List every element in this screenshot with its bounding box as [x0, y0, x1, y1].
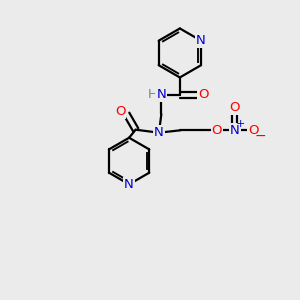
Text: −: − [254, 129, 266, 143]
Text: N: N [157, 88, 166, 101]
Text: O: O [115, 105, 125, 118]
Text: O: O [212, 124, 222, 137]
Text: N: N [124, 178, 134, 191]
Text: O: O [199, 88, 209, 101]
Text: N: N [196, 34, 206, 47]
Text: +: + [236, 119, 245, 129]
Text: O: O [230, 101, 240, 114]
Text: O: O [248, 124, 259, 137]
Text: H: H [148, 88, 157, 101]
Text: N: N [154, 126, 164, 139]
Text: N: N [230, 124, 240, 137]
